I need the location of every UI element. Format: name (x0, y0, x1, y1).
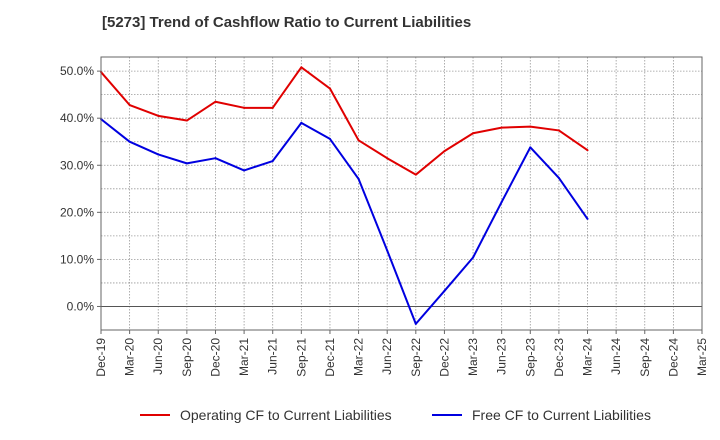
data-point (185, 162, 188, 165)
data-point (157, 114, 160, 117)
data-point (328, 137, 331, 140)
legend-label: Operating CF to Current Liabilities (180, 407, 392, 423)
y-tick-label: 10.0% (60, 252, 94, 266)
x-tick-label: Dec-24 (666, 338, 680, 377)
data-point (557, 176, 560, 179)
series-line-free-cf (100, 118, 589, 325)
data-point (529, 146, 532, 149)
data-point (271, 160, 274, 163)
data-point (157, 153, 160, 156)
x-tick-label: Jun-23 (495, 338, 509, 375)
data-point (557, 129, 560, 132)
x-tick-label: Sep-21 (294, 338, 308, 377)
series-line-operating-cf (100, 66, 589, 176)
x-tick-label: Jun-21 (266, 338, 280, 375)
data-point (300, 66, 303, 69)
data-point (414, 173, 417, 176)
x-tick-label: Dec-21 (323, 338, 337, 377)
data-point (386, 249, 389, 252)
data-point (500, 200, 503, 203)
y-tick-label: 40.0% (60, 111, 94, 125)
x-tick-label: Sep-22 (409, 338, 423, 377)
data-point (357, 139, 360, 142)
x-tick-label: Mar-23 (466, 338, 480, 376)
x-tick-label: Jun-24 (609, 338, 623, 375)
data-point (472, 132, 475, 135)
grid (101, 57, 702, 330)
x-tick-label: Dec-22 (437, 338, 451, 377)
data-point (443, 150, 446, 153)
legend: Operating CF to Current Liabilities Free … (140, 407, 651, 423)
y-tick-label: 0.0% (67, 299, 95, 313)
data-point (529, 125, 532, 128)
legend-label: Free CF to Current Liabilities (472, 407, 651, 423)
y-tick-label: 50.0% (60, 64, 94, 78)
data-point (243, 106, 246, 109)
data-point (185, 119, 188, 122)
data-point (128, 140, 131, 143)
x-tick-label: Mar-22 (352, 338, 366, 376)
data-point (414, 322, 417, 325)
x-tick-label: Mar-25 (695, 338, 709, 376)
x-tick-label: Sep-20 (180, 338, 194, 377)
data-point (328, 87, 331, 90)
data-point (586, 149, 589, 152)
y-tick-label: 20.0% (60, 205, 94, 219)
x-tick-label: Mar-24 (581, 338, 595, 376)
series (100, 66, 589, 325)
x-tick-label: Dec-20 (208, 338, 222, 377)
data-point (128, 104, 131, 107)
x-tick-label: Mar-21 (237, 338, 251, 376)
data-point (386, 157, 389, 160)
x-tick-label: Sep-24 (638, 338, 652, 377)
y-axis-ticks: 0.0% 10.0% 20.0% 30.0% 40.0% 50.0% (60, 64, 101, 313)
x-tick-label: Jun-22 (380, 338, 394, 375)
data-point (214, 157, 217, 160)
x-tick-label: Jun-20 (151, 338, 165, 375)
data-point (243, 169, 246, 172)
x-tick-label: Mar-20 (123, 338, 137, 376)
data-point (500, 126, 503, 129)
data-point (214, 100, 217, 103)
data-point (472, 256, 475, 259)
chart-title: [5273] Trend of Cashflow Ratio to Curren… (102, 14, 472, 31)
plot-frame (100, 56, 703, 331)
data-point (443, 289, 446, 292)
y-tick-label: 30.0% (60, 158, 94, 172)
data-point (586, 217, 589, 220)
data-point (357, 177, 360, 180)
data-point (300, 121, 303, 124)
x-tick-label: Dec-19 (94, 338, 108, 377)
x-tick-label: Sep-23 (523, 338, 537, 377)
x-axis-ticks: Dec-19 Mar-20 Jun-20 Sep-20 Dec-20 Mar-21 Jun-… (94, 330, 709, 377)
data-point (271, 106, 274, 109)
x-tick-label: Dec-23 (552, 338, 566, 377)
